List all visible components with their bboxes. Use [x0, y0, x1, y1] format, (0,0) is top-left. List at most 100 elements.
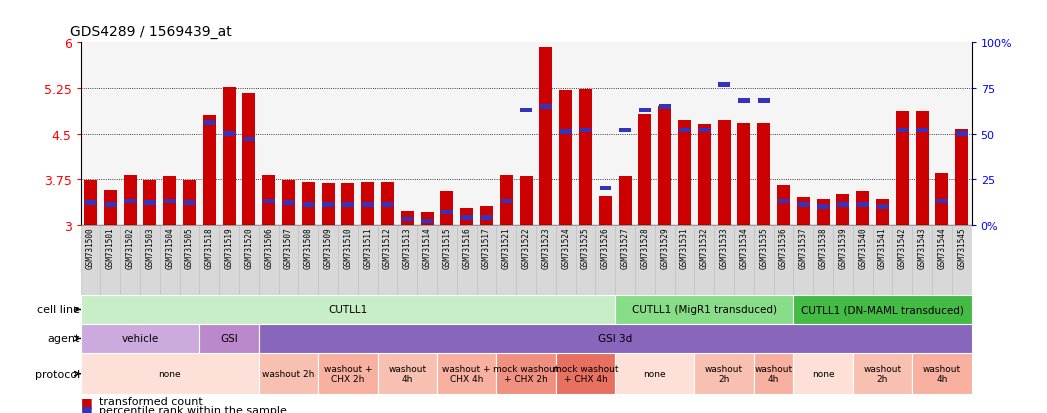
Text: GSM731542: GSM731542 [898, 227, 907, 269]
Bar [833, 225, 853, 295]
Text: GSM731514: GSM731514 [423, 227, 431, 269]
Bar [362, 203, 374, 207]
Bar [199, 324, 259, 353]
Text: GSM731518: GSM731518 [205, 227, 214, 269]
Bar [223, 132, 235, 136]
Bar [81, 225, 101, 295]
Text: ■: ■ [81, 395, 92, 408]
Bar [754, 225, 774, 295]
Bar [639, 115, 651, 225]
Bar [183, 181, 196, 225]
Bar [143, 181, 156, 225]
Bar [318, 353, 378, 394]
Text: protocol: protocol [35, 369, 81, 379]
Text: vehicle: vehicle [121, 334, 159, 344]
Text: GSM731501: GSM731501 [106, 227, 115, 269]
Text: washout +
CHX 2h: washout + CHX 2h [324, 364, 372, 383]
Bar [717, 120, 731, 225]
Bar [853, 353, 912, 394]
Bar [956, 132, 967, 136]
Text: none: none [158, 369, 181, 378]
Bar [441, 192, 453, 225]
Bar [160, 225, 180, 295]
Bar [616, 353, 694, 394]
Bar [81, 353, 259, 394]
Bar [932, 225, 952, 295]
Bar [338, 225, 358, 295]
Text: GSM731538: GSM731538 [819, 227, 827, 269]
Bar [322, 203, 334, 207]
Text: GSM731533: GSM731533 [719, 227, 729, 269]
Text: CUTLL1 (MigR1 transduced): CUTLL1 (MigR1 transduced) [631, 305, 777, 315]
Bar [361, 183, 374, 225]
Bar [876, 205, 888, 209]
Bar [872, 225, 892, 295]
Bar [283, 201, 294, 206]
Bar [516, 225, 536, 295]
Text: GSM731519: GSM731519 [225, 227, 233, 269]
Bar [456, 225, 476, 295]
Bar [698, 128, 710, 133]
Text: GSM731534: GSM731534 [739, 227, 749, 269]
Text: GSM731545: GSM731545 [957, 227, 966, 269]
Bar [84, 181, 97, 225]
Bar [105, 203, 116, 207]
Bar [496, 353, 556, 394]
Bar [794, 225, 814, 295]
Bar [437, 353, 496, 394]
Bar [298, 225, 318, 295]
Bar [797, 198, 809, 225]
Bar [659, 107, 671, 225]
Bar [892, 225, 912, 295]
Bar [500, 199, 512, 204]
Bar [856, 203, 869, 207]
Bar [263, 176, 275, 225]
Bar [798, 203, 809, 207]
Text: cell line: cell line [38, 305, 81, 315]
Bar [718, 83, 730, 88]
Text: washout 2h: washout 2h [263, 369, 315, 378]
Bar [418, 225, 437, 295]
Text: washout
4h: washout 4h [755, 364, 793, 383]
Bar [499, 176, 513, 225]
Text: GSM731512: GSM731512 [383, 227, 392, 269]
Bar [794, 295, 972, 324]
Bar [120, 225, 140, 295]
Bar [180, 225, 199, 295]
Bar [694, 353, 754, 394]
Bar [639, 108, 650, 113]
Bar [714, 225, 734, 295]
Bar [398, 225, 417, 295]
Text: GSM731537: GSM731537 [799, 227, 808, 269]
Bar [259, 324, 972, 353]
Bar [183, 201, 196, 206]
Text: GSM731520: GSM731520 [244, 227, 253, 269]
Bar [239, 225, 259, 295]
Bar [856, 191, 869, 225]
Bar [616, 295, 794, 324]
Bar [342, 203, 354, 207]
Bar [382, 203, 394, 207]
Text: washout
2h: washout 2h [864, 364, 901, 383]
Bar [616, 225, 634, 295]
Bar [556, 353, 616, 394]
Text: GSI 3d: GSI 3d [598, 334, 632, 344]
Bar [481, 216, 492, 220]
Text: GSM731508: GSM731508 [304, 227, 313, 269]
Bar [402, 217, 414, 222]
Bar [838, 203, 849, 207]
Bar [935, 173, 949, 225]
Text: GSM731523: GSM731523 [541, 227, 551, 269]
Text: GSM731521: GSM731521 [502, 227, 511, 269]
Bar [674, 225, 694, 295]
Bar [818, 205, 829, 209]
Bar [263, 199, 274, 204]
Bar [421, 219, 432, 224]
Bar [774, 225, 794, 295]
Text: GSM731513: GSM731513 [403, 227, 411, 269]
Bar [560, 130, 572, 135]
Text: washout +
CHX 4h: washout + CHX 4h [443, 364, 491, 383]
Text: GSM731507: GSM731507 [284, 227, 293, 269]
Bar [837, 195, 849, 225]
Text: none: none [644, 369, 666, 378]
